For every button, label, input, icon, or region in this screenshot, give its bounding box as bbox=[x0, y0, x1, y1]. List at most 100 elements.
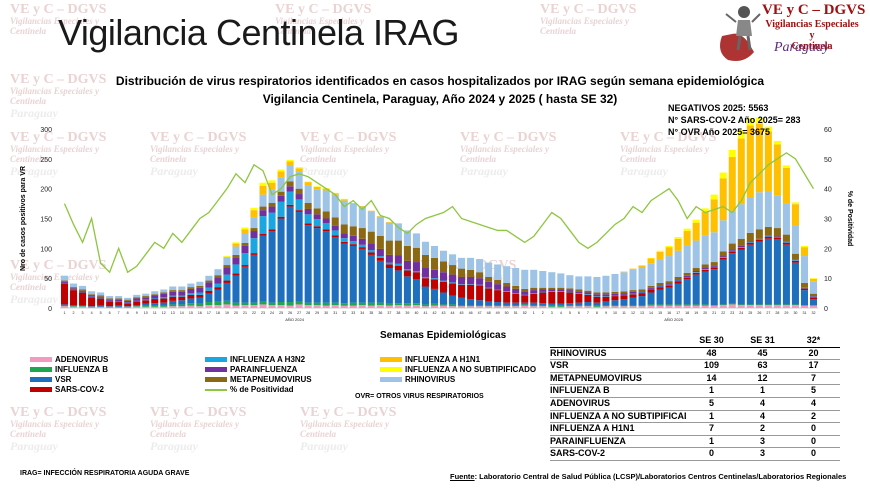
bar-segment bbox=[241, 245, 249, 254]
bar-segment bbox=[611, 291, 619, 294]
bar-segment bbox=[791, 225, 799, 254]
bar-segment bbox=[746, 125, 754, 198]
table-cell: 14 bbox=[706, 372, 717, 383]
bar-segment bbox=[286, 181, 294, 187]
bar-segment bbox=[719, 305, 727, 308]
bar-segment bbox=[665, 287, 673, 305]
bar-segment bbox=[133, 301, 141, 306]
bar-segment bbox=[124, 307, 132, 308]
bar-segment bbox=[503, 305, 511, 307]
legend-item: PARAINFLUENZA bbox=[205, 365, 297, 374]
bar-segment bbox=[403, 245, 411, 261]
bar-segment bbox=[394, 263, 402, 266]
bar-segment bbox=[142, 296, 150, 298]
bar-segment bbox=[629, 293, 637, 295]
legend-item: METAPNEUMOVIRUS bbox=[205, 375, 312, 384]
bar-segment bbox=[367, 243, 375, 251]
bar-segment bbox=[340, 233, 348, 239]
bar-segment bbox=[394, 223, 402, 224]
x-tick-label: 15 bbox=[189, 311, 193, 315]
bar-segment bbox=[449, 295, 457, 305]
bar-segment bbox=[421, 276, 429, 279]
bar-segment bbox=[791, 259, 799, 261]
bar-segment bbox=[593, 305, 601, 307]
bar-segment bbox=[223, 274, 231, 281]
bar-segment bbox=[494, 284, 502, 290]
bar-segment bbox=[611, 273, 619, 292]
x-tick-label: 15 bbox=[658, 311, 662, 315]
bar-segment bbox=[205, 282, 213, 288]
bar-segment bbox=[295, 194, 303, 200]
bar-segment bbox=[412, 271, 420, 273]
bar-segment bbox=[728, 149, 736, 158]
bar-segment bbox=[322, 302, 330, 306]
bar-segment bbox=[277, 302, 285, 306]
bar-segment bbox=[214, 289, 222, 302]
bar-segment bbox=[638, 296, 646, 306]
bar-segment bbox=[205, 280, 213, 283]
bar-segment bbox=[421, 286, 429, 305]
bar-segment bbox=[295, 304, 303, 308]
bar-segment bbox=[710, 194, 718, 200]
legend-label: INFLUENZA A H3N2 bbox=[230, 355, 306, 364]
bar-segment bbox=[223, 282, 231, 301]
x-tick-label: 16 bbox=[198, 311, 202, 315]
bar-segment bbox=[358, 248, 366, 303]
bar-segment bbox=[593, 302, 601, 306]
y-tick-label: 150 bbox=[40, 217, 52, 224]
bar-segment bbox=[421, 304, 429, 307]
bar-segment bbox=[385, 240, 393, 255]
bar-segment bbox=[647, 285, 655, 288]
bar-segment bbox=[539, 287, 547, 290]
x-tick-label: 7 bbox=[118, 311, 120, 315]
bar-segment bbox=[412, 247, 420, 263]
bar-segment bbox=[313, 226, 321, 229]
bar-segment bbox=[187, 287, 195, 289]
bar-segment bbox=[277, 305, 285, 308]
bar-segment bbox=[88, 297, 96, 307]
bar-segment bbox=[430, 257, 439, 270]
x-tick-label: 42 bbox=[432, 311, 436, 315]
bar-segment bbox=[241, 253, 249, 266]
x-tick-label: 20 bbox=[703, 311, 707, 315]
bar-segment bbox=[178, 304, 186, 307]
bar-segment bbox=[205, 293, 213, 303]
bar-segment bbox=[638, 265, 646, 269]
x-tick-label: 48 bbox=[487, 311, 491, 315]
bar-segment bbox=[340, 199, 348, 201]
legend: ADENOVIRUS INFLUENZA A H3N2 INFLUENZA A H1… bbox=[30, 355, 570, 405]
bar-segment bbox=[295, 168, 303, 172]
bar-segment bbox=[151, 305, 159, 307]
legend-label: ADENOVIRUS bbox=[55, 355, 109, 364]
bar-segment bbox=[214, 283, 222, 288]
bar-segment bbox=[782, 305, 790, 308]
bar-segment bbox=[638, 268, 646, 290]
bar-segment bbox=[115, 306, 123, 308]
y2-tick-label: 60 bbox=[824, 127, 832, 134]
bar-segment bbox=[304, 185, 312, 203]
bar-segment bbox=[764, 305, 772, 308]
bar-segment bbox=[638, 293, 646, 297]
bar-segment bbox=[304, 208, 312, 215]
bar-segment bbox=[331, 237, 339, 303]
bar-segment bbox=[755, 239, 763, 240]
bar-segment bbox=[575, 302, 583, 306]
legend-label: SARS-COV-2 bbox=[55, 385, 104, 394]
bar-segment bbox=[575, 293, 583, 303]
bar-segment bbox=[115, 307, 123, 308]
bar-segment bbox=[800, 245, 808, 248]
bar-segment bbox=[151, 294, 159, 296]
bar-segment bbox=[746, 305, 754, 308]
bar-segment bbox=[548, 287, 556, 290]
bar-segment bbox=[701, 269, 709, 270]
bar-segment bbox=[304, 182, 312, 186]
bar-segment bbox=[60, 275, 69, 281]
bar-segment bbox=[593, 292, 601, 295]
x-tick-label: 26 bbox=[288, 311, 292, 315]
bar-segment bbox=[367, 211, 375, 232]
bar-segment bbox=[728, 243, 736, 250]
bar-segment bbox=[638, 292, 646, 294]
bar-segment bbox=[115, 298, 123, 300]
bar-segment bbox=[169, 300, 177, 305]
bar-segment bbox=[313, 219, 321, 227]
